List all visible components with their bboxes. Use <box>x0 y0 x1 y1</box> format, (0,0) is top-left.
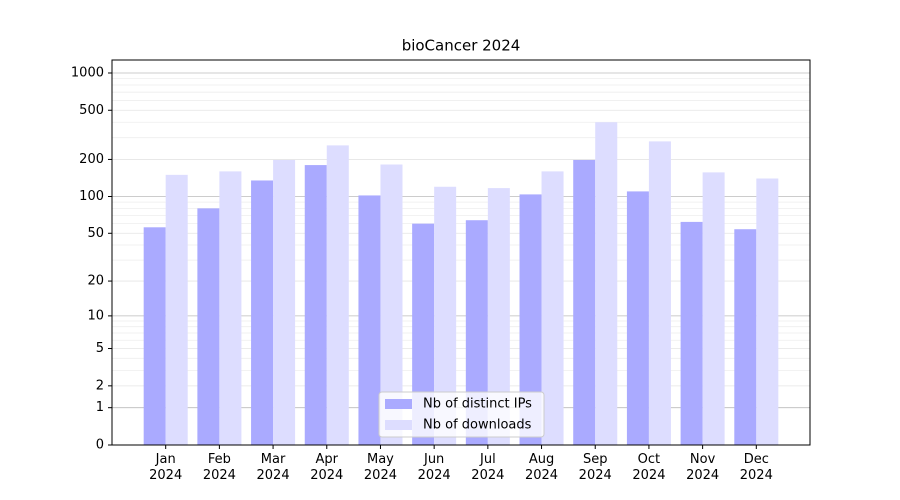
x-tick-label: Oct 2024 <box>632 452 666 483</box>
chart-title: bioCancer 2024 <box>402 37 521 55</box>
y-tick-label: 500 <box>79 103 104 118</box>
y-tick-label: 10 <box>87 308 104 323</box>
bar <box>197 208 220 445</box>
x-tick-label: Aug 2024 <box>524 452 559 483</box>
bar <box>541 171 564 445</box>
bar <box>219 171 242 445</box>
legend: Nb of distinct IPs Nb of downloads <box>378 391 545 438</box>
bar <box>648 141 671 445</box>
y-tick-label: 100 <box>79 189 104 204</box>
bar <box>626 191 649 445</box>
legend-swatch <box>385 420 412 430</box>
bar <box>165 174 188 445</box>
bar <box>756 178 779 445</box>
bar <box>434 186 457 445</box>
y-tick-label: 1000 <box>71 65 104 80</box>
bar <box>487 188 510 445</box>
bar <box>595 122 618 445</box>
bar <box>358 195 381 445</box>
x-tick-label: May 2024 <box>363 452 397 483</box>
legend-swatch <box>385 399 412 409</box>
bar <box>143 227 166 445</box>
bar <box>465 220 488 445</box>
legend-box <box>378 391 545 438</box>
y-tick-label: 200 <box>79 152 104 167</box>
bar <box>702 172 725 445</box>
bar <box>326 145 349 445</box>
plot-frame <box>111 59 811 446</box>
legend-label: Nb of distinct IPs <box>423 397 532 412</box>
bar <box>573 159 596 445</box>
bar <box>273 159 296 445</box>
x-tick-label: Sep 2024 <box>578 452 612 483</box>
bar <box>304 165 327 445</box>
bar <box>380 164 403 445</box>
x-tick-label: Apr 2024 <box>310 452 344 483</box>
y-tick-label: 2 <box>96 378 104 393</box>
x-tick-label: Feb 2024 <box>202 452 236 483</box>
x-tick-label: Jul 2024 <box>471 452 505 483</box>
x-tick-label: Nov 2024 <box>686 452 720 483</box>
x-tick-label: Jan 2024 <box>149 452 183 483</box>
x-tick-label: Dec 2024 <box>739 452 773 483</box>
x-tick-label: Jun 2024 <box>417 452 451 483</box>
legend-label: Nb of downloads <box>423 418 532 433</box>
y-tick-label: 0 <box>96 438 104 453</box>
bar <box>680 221 703 445</box>
y-tick-label: 50 <box>87 226 104 241</box>
y-tick-label: 5 <box>96 341 104 356</box>
y-tick-label: 20 <box>87 274 104 289</box>
bar <box>412 223 435 445</box>
y-tick-label: 1 <box>96 400 104 415</box>
x-tick-label: Mar 2024 <box>256 452 290 483</box>
bar <box>251 180 274 445</box>
bar <box>734 229 757 445</box>
bar <box>519 194 542 445</box>
